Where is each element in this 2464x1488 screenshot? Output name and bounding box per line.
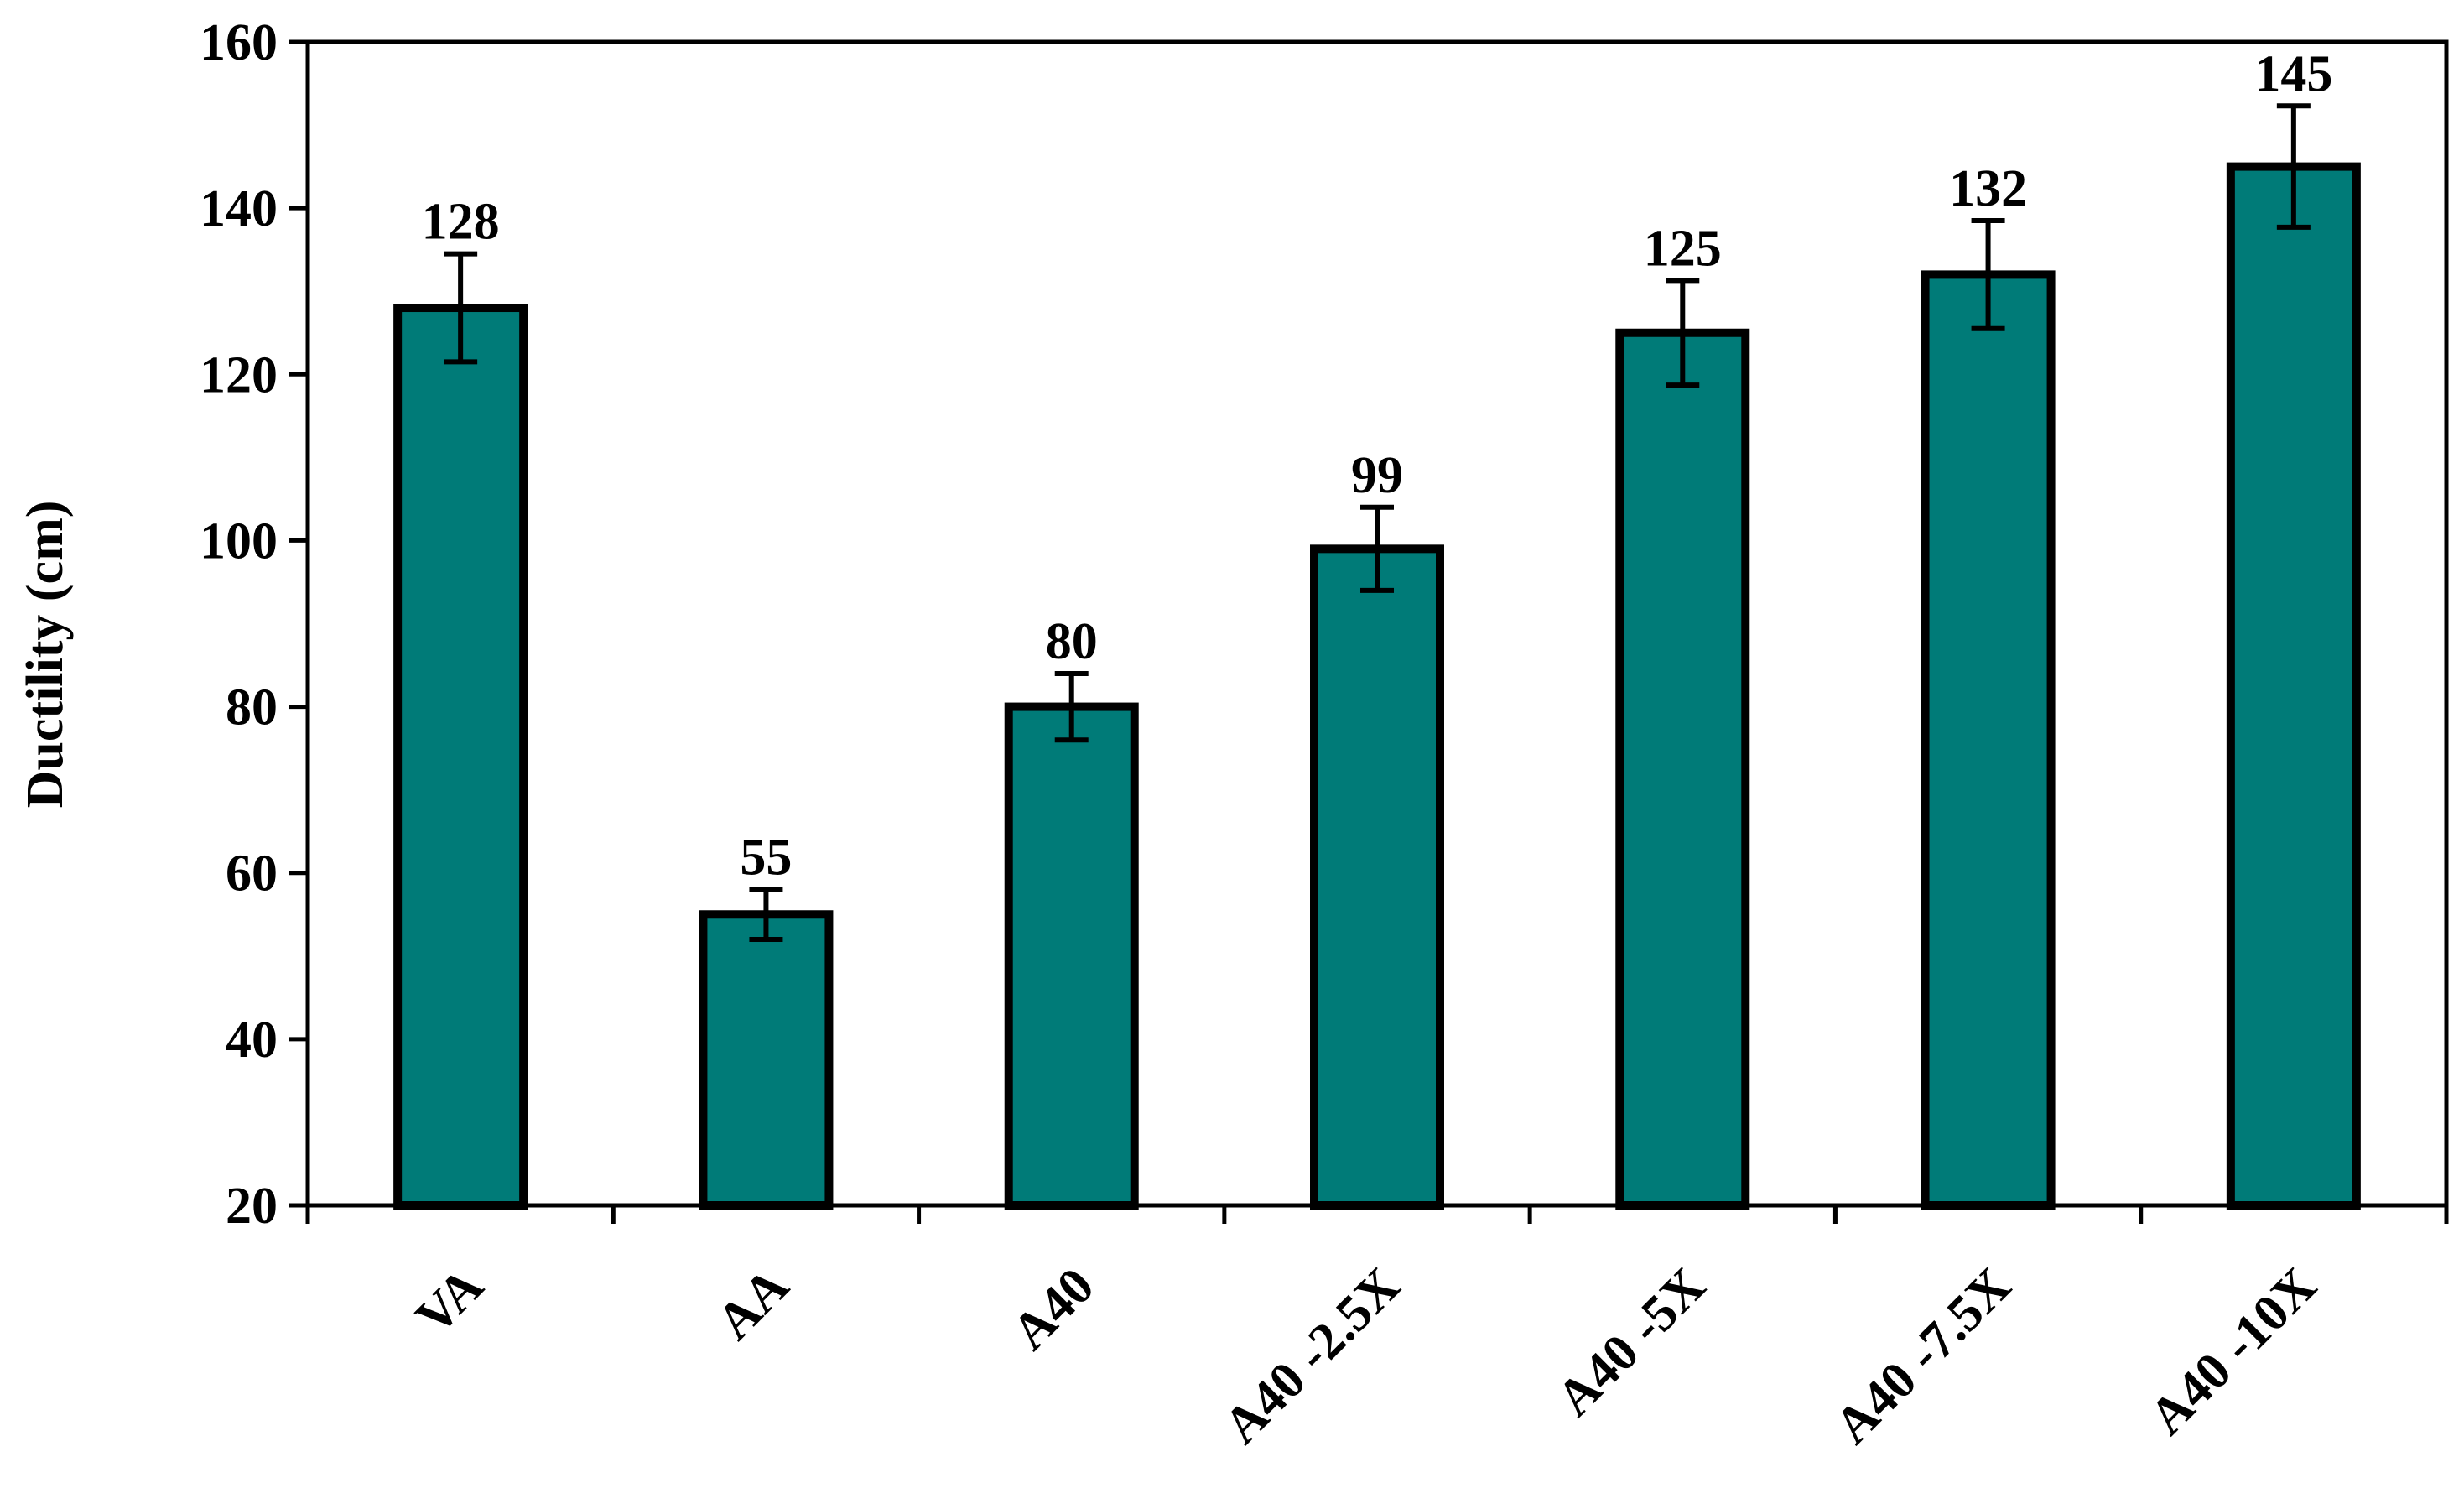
y-tick-label: 140 <box>200 180 278 237</box>
data-label: 80 <box>1046 613 1098 670</box>
bar <box>2226 162 2361 1210</box>
x-category-label: A40 -2.5X <box>1213 1257 1411 1455</box>
plot-area: 20 40 60 80 100 120 140 160 128 VA 55 AA 80 A40 99 A40 … <box>200 14 2449 1455</box>
data-label: 132 <box>1949 160 2027 217</box>
y-tick-label: 20 <box>226 1178 278 1235</box>
y-tick-label: 160 <box>200 14 278 71</box>
x-category-label: A40 <box>1001 1257 1105 1361</box>
data-label: 145 <box>2254 45 2332 102</box>
bar <box>1310 544 1444 1210</box>
bar <box>1004 702 1139 1210</box>
x-category-label: A40 -7.5X <box>1824 1257 2022 1455</box>
y-tick-label: 60 <box>226 845 278 903</box>
y-tick-label: 100 <box>200 512 278 570</box>
data-label: 128 <box>422 194 500 251</box>
bar <box>1615 328 1750 1210</box>
data-label: 125 <box>1644 220 1722 277</box>
y-axis-title: Ductility (cm) <box>17 501 74 809</box>
y-tick-label: 120 <box>200 346 278 403</box>
x-category-label: VA <box>405 1257 494 1346</box>
x-category-label: A40 -5X <box>1546 1257 1716 1428</box>
bar <box>393 304 528 1210</box>
data-label: 55 <box>740 830 792 887</box>
bar <box>699 910 834 1210</box>
y-tick-label: 40 <box>226 1012 278 1069</box>
x-category-label: AA <box>706 1257 800 1351</box>
y-tick-label: 80 <box>226 679 278 736</box>
bar <box>1921 270 2056 1210</box>
x-category-label: A40 -10X <box>2139 1257 2327 1446</box>
data-label: 99 <box>1351 447 1403 504</box>
